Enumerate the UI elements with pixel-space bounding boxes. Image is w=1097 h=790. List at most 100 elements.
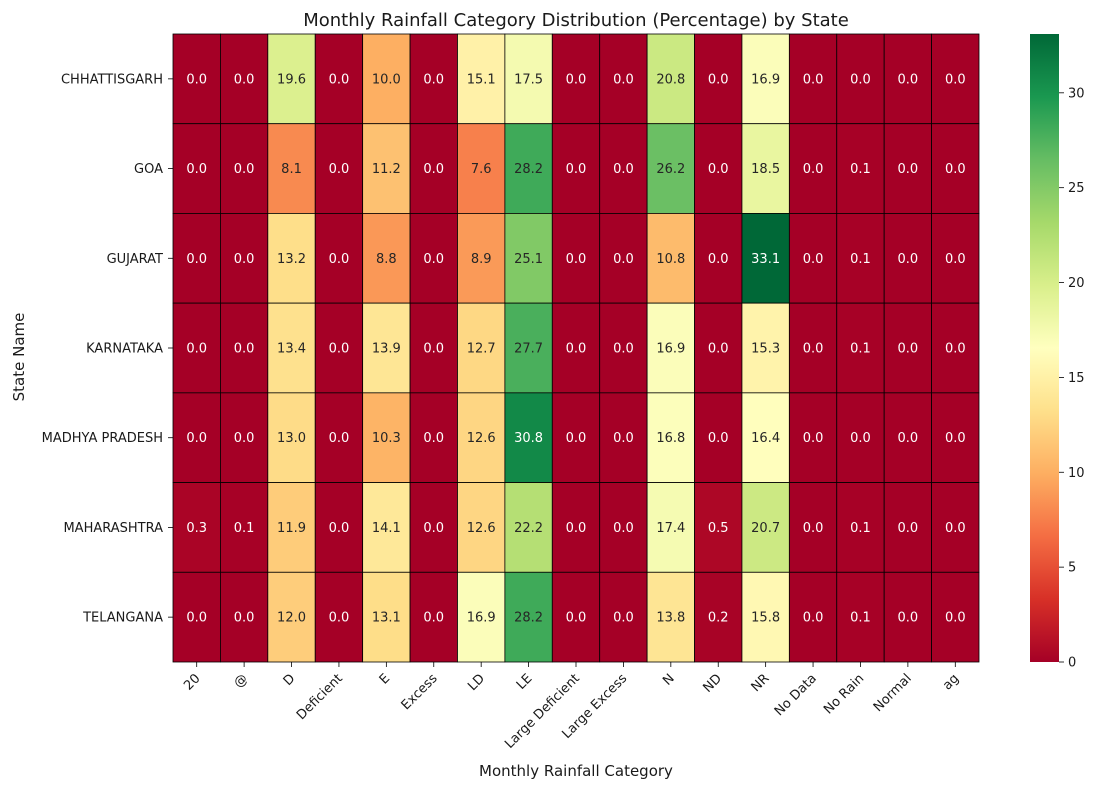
heatmap-cell [646,482,695,573]
cell-value-label: 0.0 [566,162,587,177]
cell-value-label: 0.0 [945,431,966,446]
x-tick-label: 20 [181,671,203,693]
heatmap-cell [314,123,364,214]
cell-value-label: 30.8 [514,431,543,446]
cell-value-label: 0.0 [708,431,729,446]
cell-value-label: 28.2 [514,611,543,626]
cell-value-label: 12.7 [467,342,496,357]
cell-value-label: 0.5 [708,521,729,536]
heatmap-cell [362,302,411,394]
cell-value-label: 0.0 [803,611,824,626]
heatmap-cell [504,392,553,483]
cell-value-label: 13.9 [372,342,401,357]
cell-value-label: 0.0 [803,431,824,446]
heatmap-cell [599,392,648,483]
heatmap-cell [788,33,838,125]
cell-value-label: 0.0 [186,342,207,357]
heatmap-cell [551,482,601,573]
colorbar-tick-label: 15 [1068,371,1085,386]
x-tick-label: Normal [871,671,915,715]
cell-value-label: 26.2 [656,162,685,177]
cell-value-label: 0.0 [898,431,919,446]
cell-value-label: 0.0 [234,611,255,626]
x-tick-label: Excess [399,671,441,713]
cell-value-label: 0.0 [423,342,444,357]
cell-value-label: 0.0 [186,611,207,626]
heatmap-cell [172,213,221,304]
cell-value-label: 0.0 [708,252,729,267]
heatmap-cell [931,392,980,483]
cell-value-label: 0.0 [945,72,966,87]
heatmap-cell [220,33,269,125]
cell-value-label: 15.1 [467,72,496,87]
cell-value-label: 0.2 [708,611,729,626]
heatmap-cell [267,33,316,125]
cell-value-label: 12.0 [277,611,306,626]
cell-value-label: 0.0 [708,72,729,87]
y-tick-label: MAHARASHTRA [63,521,163,536]
heatmap-cell [362,123,411,214]
x-tick-label: @ [231,671,251,691]
x-tick-label: LE [514,671,536,693]
cell-value-label: 13.4 [277,342,306,357]
heatmap-cell [220,392,269,483]
heatmap-cell [931,33,980,125]
cell-value-label: 25.1 [514,252,543,267]
y-tick-label: GUJARAT [107,252,163,267]
x-tick-label: LD [465,671,488,694]
heatmap-cell [362,213,411,304]
cell-value-label: 0.0 [850,72,871,87]
heatmap-cell [694,33,743,125]
cell-value-label: 0.1 [234,521,255,536]
cell-value-label: 0.0 [186,72,207,87]
cell-value-label: 0.0 [945,162,966,177]
heatmap-cell [741,302,790,394]
heatmap-cell [551,571,601,663]
heatmap-cell-labels: 0.0 0.0 19.6 0.0 10.0 0.0 15.1 17.5 0.0 0.0 20.8 0.… [186,72,965,625]
cell-value-label: 0.0 [945,611,966,626]
cell-value-label: 0.0 [234,431,255,446]
cell-value-label: 22.2 [514,521,543,536]
cell-value-label: 0.0 [708,342,729,357]
heatmap-cell [883,571,932,663]
colorbar-tick-label: 20 [1068,276,1085,291]
cell-value-label: 0.0 [945,252,966,267]
cell-value-label: 0.0 [566,431,587,446]
cell-value-label: 0.0 [613,72,634,87]
cell-value-label: 16.4 [751,431,780,446]
cell-value-label: 8.9 [471,252,492,267]
cell-value-label: 0.1 [850,611,871,626]
x-tick-label: No Data [772,671,820,719]
cell-value-label: 0.0 [898,162,919,177]
heatmap-cell [314,213,364,304]
heatmap-cell [409,123,458,214]
cell-value-label: 0.0 [186,431,207,446]
x-tick-label: No Rain [821,671,867,717]
cell-value-label: 0.0 [566,611,587,626]
cell-value-label: 0.0 [566,72,587,87]
y-tick-label: GOA [134,162,163,177]
cell-value-label: 0.0 [945,342,966,357]
heatmap-cell [504,33,553,125]
cell-value-label: 0.0 [234,252,255,267]
cell-value-label: 12.6 [467,521,496,536]
cell-value-label: 0.0 [329,521,350,536]
cell-value-label: 0.0 [613,431,634,446]
cell-value-label: 0.0 [803,342,824,357]
cell-value-label: 13.0 [277,431,306,446]
heatmap-cell [172,392,221,483]
y-axis-label: State Name [10,313,28,402]
heatmap-cell [694,482,743,573]
colorbar: 0 5 10 15 20 25 30 [1030,34,1085,671]
colorbar-tick-label: 5 [1068,561,1076,576]
heatmap-cell [883,392,932,483]
cell-value-label: 0.0 [803,162,824,177]
cell-value-label: 10.8 [656,252,685,267]
heatmap-cell [788,392,838,483]
cell-value-label: 16.9 [751,72,780,87]
cell-value-label: 15.8 [751,611,780,626]
y-tick-label: CHHATTISGARH [61,72,163,87]
cell-value-label: 0.1 [850,252,871,267]
